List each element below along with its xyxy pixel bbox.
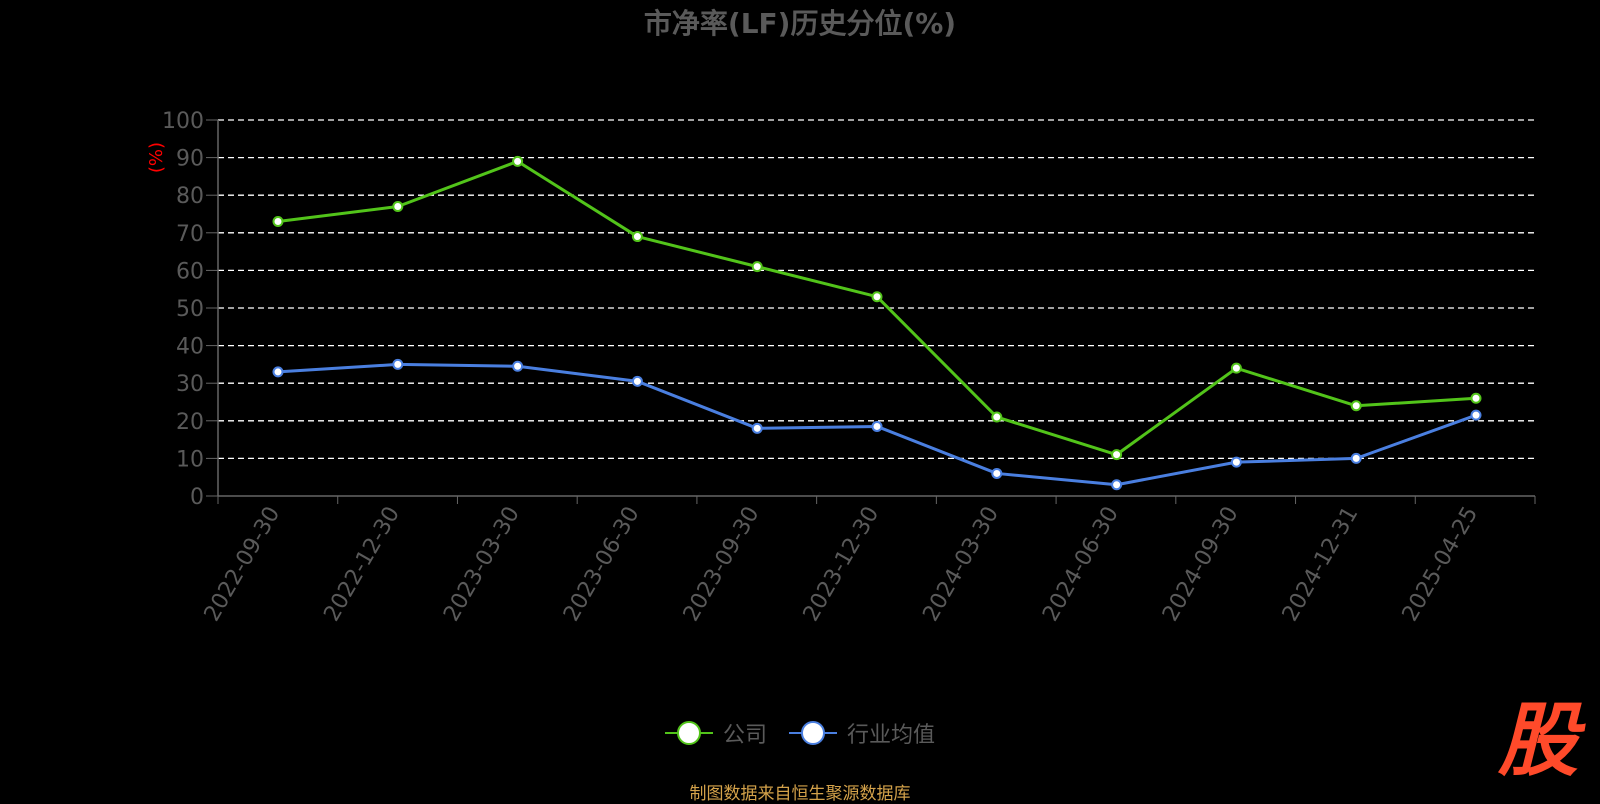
y-tick-label: 30 <box>176 372 204 397</box>
data-point-company <box>751 261 763 273</box>
data-points <box>272 155 1482 491</box>
y-tick-label: 20 <box>176 410 204 435</box>
data-point-industry-average <box>1230 456 1242 468</box>
data-point-company <box>631 231 643 243</box>
x-tick-label: 2024-06-30 <box>1038 503 1124 626</box>
data-point-industry-average <box>392 358 404 370</box>
x-tick-label: 2025-04-25 <box>1398 503 1484 626</box>
legend-swatch-company <box>664 721 713 745</box>
x-tick-label: 2024-12-31 <box>1278 503 1364 626</box>
data-point-industry-average <box>631 375 643 387</box>
data-point-industry-average <box>871 420 883 432</box>
x-tick-label: 2022-09-30 <box>200 503 286 626</box>
grid-lines <box>218 119 1535 460</box>
legend-item-industry-average[interactable]: 行业均值 <box>789 717 935 749</box>
x-tick-label: 2024-09-30 <box>1158 503 1244 626</box>
data-point-industry-average <box>1350 452 1362 464</box>
x-tick-label: 2022-12-30 <box>319 503 405 626</box>
source-note: 制图数据来自恒生聚源数据库 <box>689 784 911 804</box>
series-line-company <box>277 159 1477 457</box>
data-point-company <box>272 216 284 228</box>
data-point-industry-average <box>991 467 1003 479</box>
data-point-company <box>512 155 524 167</box>
y-tick-label: 100 <box>162 109 204 134</box>
series-lines <box>277 159 1477 487</box>
data-point-company <box>392 200 404 212</box>
data-point-company <box>1470 392 1482 404</box>
y-tick-label: 80 <box>176 184 204 209</box>
legend-label-industry-average: 行业均值 <box>847 723 936 748</box>
data-point-company <box>871 291 883 303</box>
y-tick-label: 60 <box>176 259 204 284</box>
legend-swatch-industry-average <box>789 721 837 745</box>
y-tick-label: 10 <box>176 447 204 472</box>
legend-label-company: 公司 <box>722 723 767 748</box>
y-tick-label: 90 <box>176 147 204 172</box>
data-point-company <box>1350 400 1362 412</box>
data-point-industry-average <box>1470 409 1482 421</box>
data-point-industry-average <box>272 366 284 378</box>
x-tick-label: 2024-03-30 <box>918 503 1004 626</box>
chart-title: 市净率(LF)历史分位(%) <box>643 7 957 40</box>
data-point-industry-average <box>1111 479 1123 491</box>
y-tick-label: 40 <box>176 335 204 360</box>
x-tick-label: 2023-06-30 <box>559 503 645 626</box>
data-point-industry-average <box>751 422 763 434</box>
y-axis-label: (%) <box>146 142 167 173</box>
y-tick-label: 0 <box>190 485 204 510</box>
data-point-industry-average <box>512 360 524 372</box>
brand-logo: 股 <box>1498 693 1578 787</box>
x-tick-label: 2023-12-30 <box>799 503 885 626</box>
y-tick-label: 50 <box>176 297 204 322</box>
data-point-company <box>991 411 1003 423</box>
x-tick-label: 2023-03-30 <box>439 503 525 626</box>
legend-item-company[interactable]: 公司 <box>664 717 767 749</box>
y-tick-label: 70 <box>176 222 204 247</box>
data-point-company <box>1230 362 1242 374</box>
data-point-company <box>1111 449 1123 461</box>
legend: 公司 行业均值 <box>0 717 1600 749</box>
x-tick-label: 2023-09-30 <box>679 503 765 626</box>
